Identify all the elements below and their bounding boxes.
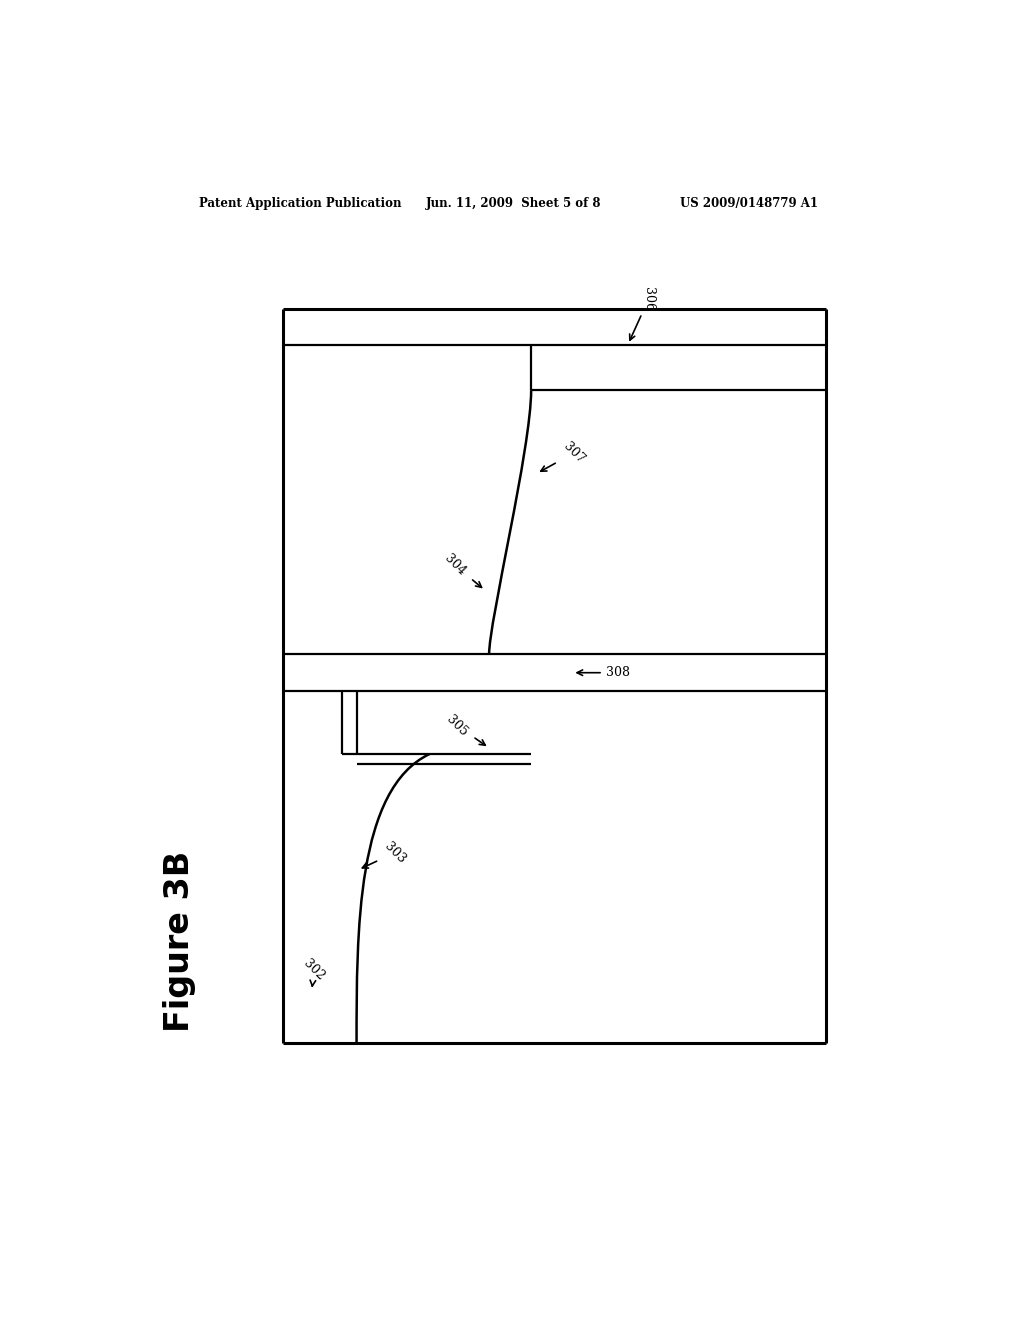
- Text: 306: 306: [630, 286, 655, 341]
- Text: 304: 304: [441, 552, 481, 587]
- Text: Figure 3B: Figure 3B: [163, 850, 196, 1032]
- Text: 307: 307: [541, 440, 587, 471]
- Text: US 2009/0148779 A1: US 2009/0148779 A1: [680, 197, 817, 210]
- Text: 308: 308: [578, 667, 630, 680]
- Text: 302: 302: [301, 957, 327, 986]
- Text: 303: 303: [362, 840, 409, 869]
- Text: Patent Application Publication: Patent Application Publication: [200, 197, 402, 210]
- Text: Jun. 11, 2009  Sheet 5 of 8: Jun. 11, 2009 Sheet 5 of 8: [426, 197, 601, 210]
- Text: 305: 305: [443, 713, 485, 746]
